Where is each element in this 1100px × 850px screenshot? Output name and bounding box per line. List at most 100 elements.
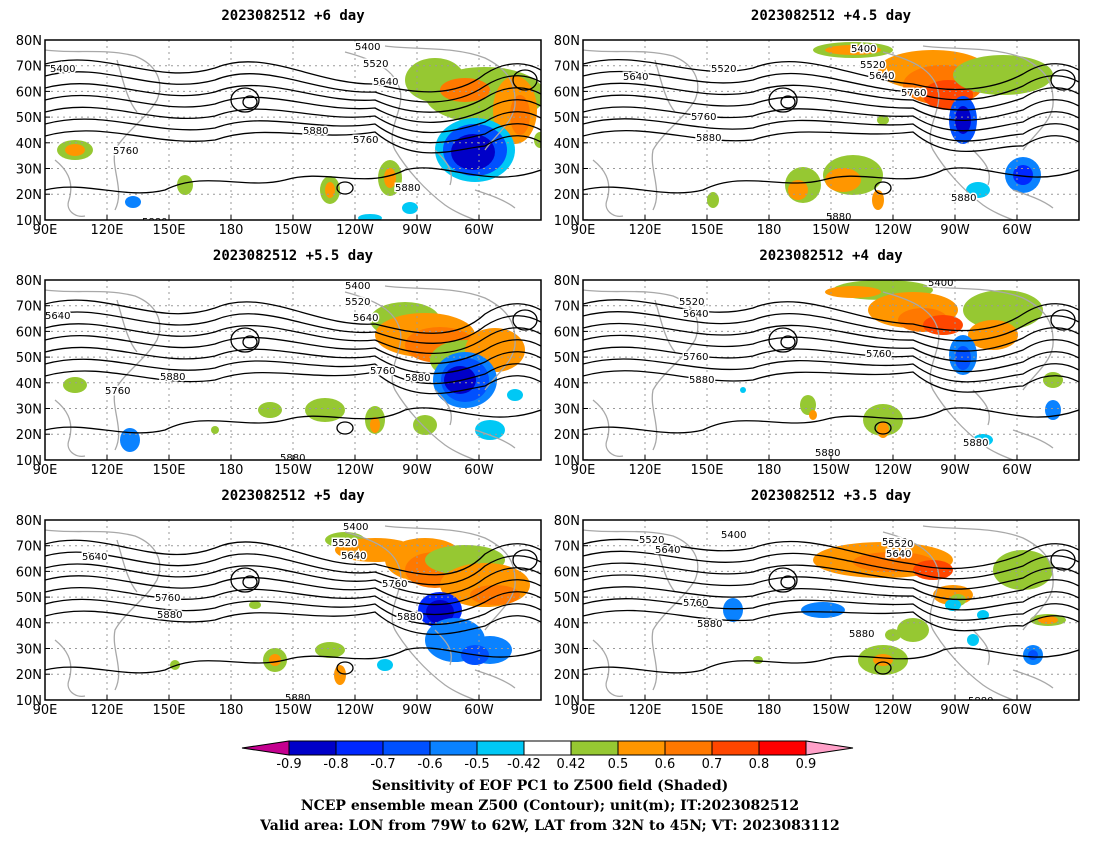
sensitivity-shading	[977, 610, 989, 620]
x-tick-label: 120W	[336, 223, 374, 238]
sensitivity-shading	[968, 320, 1018, 350]
sensitivity-shading	[788, 180, 808, 200]
contour-label: 5880	[285, 693, 310, 704]
contour-label: 5880	[963, 438, 988, 449]
contour-label: 5520	[345, 297, 370, 308]
colorbar-segment	[664, 740, 713, 756]
sensitivity-shading	[426, 600, 454, 624]
contour-label: 5640	[655, 545, 680, 556]
y-tick-label: 50N	[16, 351, 42, 366]
sensitivity-shading	[825, 168, 861, 192]
x-tick-label: 120E	[628, 223, 661, 238]
z500-contours	[583, 58, 1079, 195]
sensitivity-shading	[966, 182, 990, 198]
sensitivity-shading	[740, 387, 746, 393]
y-tick-label: 10N	[16, 454, 42, 469]
contour-label: 5640	[869, 71, 894, 82]
contour-label: 5760	[691, 112, 716, 123]
y-tick-label: 60N	[554, 565, 580, 580]
sensitivity-shading	[1028, 650, 1038, 660]
contour-label: 5520	[860, 60, 885, 71]
y-tick-label: 20N	[16, 668, 42, 683]
x-tick-label: 120W	[336, 703, 374, 718]
x-tick-label: 180	[757, 703, 782, 718]
contour-label: 5880	[160, 372, 185, 383]
x-tick-label: 150W	[274, 703, 312, 718]
y-tick-label: 10N	[554, 454, 580, 469]
coastlines	[45, 525, 516, 700]
y-tick-label: 30N	[554, 403, 580, 418]
sensitivity-shading	[1043, 372, 1063, 388]
x-tick-label: 180	[757, 463, 782, 478]
x-tick-label: 150W	[812, 223, 850, 238]
x-tick-label: 90W	[940, 703, 970, 718]
colorbar-label: -0.9	[276, 757, 301, 772]
sensitivity-shading	[125, 196, 141, 208]
colorbar-segment	[570, 740, 619, 756]
x-tick-label: 120W	[874, 703, 912, 718]
contour-label: 5880	[968, 696, 993, 707]
y-tick-label: 60N	[554, 325, 580, 340]
colorbar-segment	[523, 740, 572, 756]
caption-line-2: NCEP ensemble mean Z500 (Contour); unit(…	[301, 798, 799, 814]
sensitivity-shading	[877, 422, 889, 438]
colorbar-segment	[476, 740, 525, 756]
y-tick-label: 50N	[16, 111, 42, 126]
y-tick-label: 20N	[16, 188, 42, 203]
colorbar-label: -0.5	[464, 757, 489, 772]
y-tick-label: 40N	[16, 137, 42, 152]
contour-label: 5760	[683, 352, 708, 363]
contour-label: 5400	[928, 278, 953, 289]
y-tick-label: 80N	[16, 274, 42, 289]
contour-label: 5520	[679, 297, 704, 308]
contour-label: 5400	[851, 44, 876, 55]
coastlines	[583, 525, 1054, 700]
contour-label: 5760	[105, 386, 130, 397]
contour-label: 5640	[45, 311, 70, 322]
contour-label: 5760	[866, 349, 891, 360]
y-tick-label: 50N	[554, 111, 580, 126]
contour-label: 5760	[382, 579, 407, 590]
y-tick-label: 70N	[16, 540, 42, 555]
sensitivity-shading	[177, 175, 193, 195]
contour-label: 5880	[395, 183, 420, 194]
contour-label: 5400	[355, 42, 380, 53]
x-tick-label: 180	[219, 223, 244, 238]
y-tick-label: 20N	[16, 428, 42, 443]
sensitivity-shading	[801, 602, 845, 618]
sensitivity-shading	[358, 214, 382, 220]
z500-contours	[45, 299, 541, 435]
y-tick-label: 30N	[554, 643, 580, 658]
y-tick-label: 80N	[16, 514, 42, 529]
contour-label: 5880	[405, 373, 430, 384]
sensitivity-shading	[377, 659, 393, 671]
contour-label: 5640	[623, 72, 648, 83]
x-tick-label: 60W	[464, 223, 494, 238]
caption-line-1: Sensitivity of EOF PC1 to Z500 field (Sh…	[372, 778, 728, 794]
y-tick-label: 70N	[16, 60, 42, 75]
colorbar-segment	[617, 740, 666, 756]
sensitivity-shading	[800, 395, 816, 415]
sensitivity-shading	[249, 601, 261, 609]
contour-label: 5640	[341, 551, 366, 562]
colorbar-segment	[288, 740, 337, 756]
panel-title: 2023082512 +4.5 day	[751, 8, 912, 24]
map-panel: 5400552056405760564055205760588058805880…	[554, 514, 1080, 718]
contour-label: 5880	[697, 619, 722, 630]
y-tick-label: 10N	[554, 214, 580, 229]
panel-title: 2023082512 +4 day	[759, 248, 903, 264]
sensitivity-shading	[945, 599, 961, 611]
contour-label: 5640	[373, 77, 398, 88]
sensitivity-shading	[955, 346, 971, 370]
x-tick-label: 150E	[152, 703, 185, 718]
contour-label: 5880	[689, 375, 714, 386]
contour-label: 5520	[363, 59, 388, 70]
sensitivity-shading	[897, 618, 929, 642]
contour-label: 5520	[332, 538, 357, 549]
sensitivity-shading	[825, 45, 881, 55]
sensitivity-shading	[877, 115, 889, 125]
contour-label: 5640	[353, 313, 378, 324]
sensitivity-shading	[475, 420, 505, 440]
